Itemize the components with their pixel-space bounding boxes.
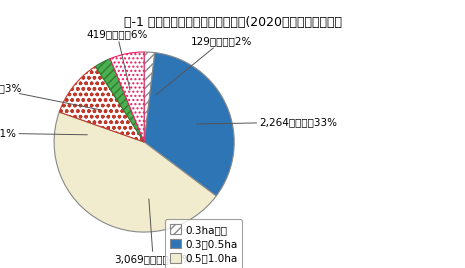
Text: 3,069経営体；45%: 3,069経営体；45% xyxy=(114,199,192,264)
Text: 419経営体；6%: 419経営体；6% xyxy=(86,29,148,90)
Wedge shape xyxy=(95,59,144,142)
Legend: 0.3ha未満, 0.3〜0.5ha, 0.5〜1.0ha, 1.0〜1.5ha, 1.5〜2.0ha, 2.0ha以上: 0.3ha未満, 0.3〜0.5ha, 0.5〜1.0ha, 1.0〜1.5ha… xyxy=(165,219,242,268)
Wedge shape xyxy=(54,112,216,232)
Wedge shape xyxy=(110,52,144,142)
Wedge shape xyxy=(144,53,234,196)
Text: 713経営体；11%: 713経営体；11% xyxy=(0,128,87,138)
Text: 199経営体；3%: 199経営体；3% xyxy=(0,83,101,110)
Text: 図-1 経営耕地面積規模別経営体数(2020農林業センサス）: 図-1 経営耕地面積規模別経営体数(2020農林業センサス） xyxy=(124,16,341,29)
Text: 129経営体；2%: 129経営体；2% xyxy=(155,36,252,95)
Text: 2,264経営体；33%: 2,264経営体；33% xyxy=(196,117,338,127)
Wedge shape xyxy=(59,66,144,142)
Wedge shape xyxy=(144,52,155,142)
